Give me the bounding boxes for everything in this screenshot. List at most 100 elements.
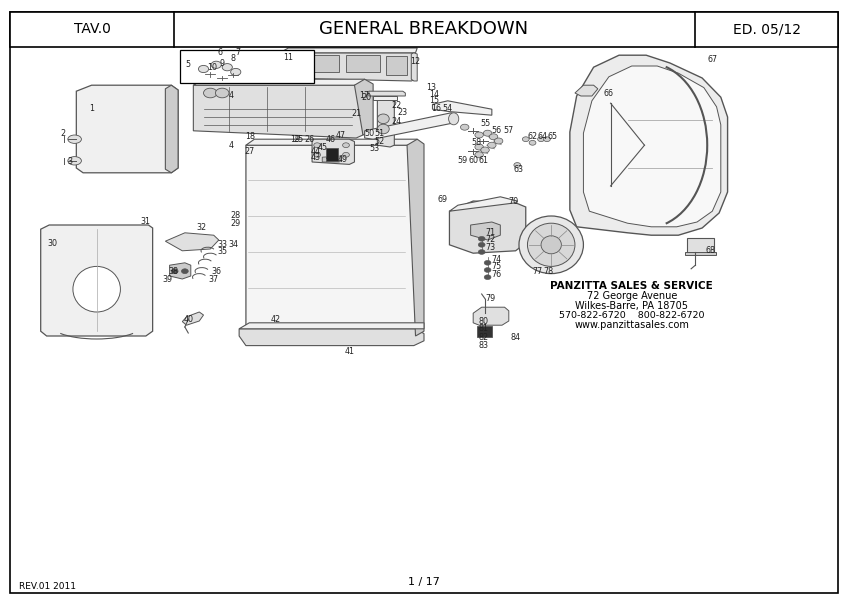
Text: 69: 69 xyxy=(438,194,448,203)
Ellipse shape xyxy=(484,268,491,272)
Text: 6: 6 xyxy=(218,47,223,56)
Text: 31: 31 xyxy=(141,217,151,226)
Ellipse shape xyxy=(484,275,491,280)
Polygon shape xyxy=(449,197,517,211)
Text: 36: 36 xyxy=(211,266,221,275)
Text: 52: 52 xyxy=(375,136,385,145)
Text: 4: 4 xyxy=(228,91,233,100)
Ellipse shape xyxy=(215,88,229,98)
Text: 63: 63 xyxy=(514,165,524,174)
Text: 71: 71 xyxy=(485,228,495,237)
Text: 70: 70 xyxy=(509,196,519,205)
Text: 45: 45 xyxy=(317,142,327,151)
Text: 22: 22 xyxy=(392,100,402,109)
Text: 27: 27 xyxy=(244,146,254,155)
Ellipse shape xyxy=(489,134,498,140)
Ellipse shape xyxy=(544,137,550,142)
Bar xyxy=(10,12,838,47)
Text: 58: 58 xyxy=(471,138,482,147)
Polygon shape xyxy=(280,53,416,81)
Ellipse shape xyxy=(527,223,575,266)
Polygon shape xyxy=(471,222,500,240)
Text: 21: 21 xyxy=(351,109,361,118)
Ellipse shape xyxy=(377,114,389,124)
Polygon shape xyxy=(165,85,178,173)
Ellipse shape xyxy=(475,144,483,150)
Polygon shape xyxy=(365,113,456,139)
Text: 570-822-6720    800-822-6720: 570-822-6720 800-822-6720 xyxy=(559,311,705,320)
Bar xyxy=(386,56,407,75)
Text: 56: 56 xyxy=(491,125,501,134)
Ellipse shape xyxy=(484,260,491,265)
Text: 37: 37 xyxy=(209,275,219,283)
Text: 72 George Avenue: 72 George Avenue xyxy=(587,292,677,301)
Ellipse shape xyxy=(475,132,483,138)
Ellipse shape xyxy=(314,143,321,148)
Polygon shape xyxy=(407,139,424,336)
Ellipse shape xyxy=(68,135,81,143)
Text: 3: 3 xyxy=(67,157,72,166)
Text: 2: 2 xyxy=(60,128,65,137)
Text: 66: 66 xyxy=(604,88,614,97)
Text: 4: 4 xyxy=(228,140,233,149)
Text: 11: 11 xyxy=(283,52,293,61)
Polygon shape xyxy=(354,79,373,135)
Text: 81: 81 xyxy=(478,324,488,334)
Text: 62: 62 xyxy=(527,132,538,141)
Polygon shape xyxy=(432,101,492,115)
Ellipse shape xyxy=(171,269,178,274)
Ellipse shape xyxy=(478,250,485,254)
Polygon shape xyxy=(322,156,341,162)
Text: 12: 12 xyxy=(410,56,421,65)
Polygon shape xyxy=(583,66,721,227)
Polygon shape xyxy=(76,85,178,173)
Text: 55: 55 xyxy=(480,118,490,127)
Text: 35: 35 xyxy=(217,247,227,257)
Text: 64: 64 xyxy=(538,132,548,141)
Text: Wilkes-Barre, PA 18705: Wilkes-Barre, PA 18705 xyxy=(575,301,689,311)
Text: 43: 43 xyxy=(310,152,321,161)
Text: 15: 15 xyxy=(429,96,439,106)
Text: 83: 83 xyxy=(478,341,488,350)
Ellipse shape xyxy=(478,242,485,247)
Ellipse shape xyxy=(343,152,349,157)
Polygon shape xyxy=(239,323,424,329)
Polygon shape xyxy=(575,85,598,96)
Text: 44: 44 xyxy=(310,146,321,155)
Text: 60: 60 xyxy=(468,156,478,165)
Text: REV.01 2011: REV.01 2011 xyxy=(19,582,75,592)
Text: ED. 05/12: ED. 05/12 xyxy=(733,22,801,37)
Text: 30: 30 xyxy=(47,238,58,247)
Text: GENERAL BREAKDOWN: GENERAL BREAKDOWN xyxy=(320,20,528,38)
Polygon shape xyxy=(41,225,153,336)
Ellipse shape xyxy=(519,216,583,274)
Polygon shape xyxy=(377,99,394,147)
Text: 32: 32 xyxy=(197,223,207,232)
Polygon shape xyxy=(369,91,405,96)
Text: 80: 80 xyxy=(478,317,488,325)
Text: 8: 8 xyxy=(231,54,236,63)
Text: 29: 29 xyxy=(231,218,241,227)
Ellipse shape xyxy=(198,65,209,73)
Text: PANZITTA SALES & SERVICE: PANZITTA SALES & SERVICE xyxy=(550,281,713,291)
Ellipse shape xyxy=(343,143,349,148)
Text: 82: 82 xyxy=(478,332,488,341)
Text: 10: 10 xyxy=(207,63,217,72)
Text: 54: 54 xyxy=(443,103,453,113)
Ellipse shape xyxy=(377,124,389,134)
Text: www.panzittasales.com: www.panzittasales.com xyxy=(574,320,689,330)
Bar xyxy=(477,326,492,337)
Bar xyxy=(685,252,716,255)
Text: 42: 42 xyxy=(271,314,281,323)
Polygon shape xyxy=(373,96,397,100)
Text: 1 / 17: 1 / 17 xyxy=(408,577,440,587)
Text: 39: 39 xyxy=(163,275,173,283)
Text: 9: 9 xyxy=(220,58,225,67)
Polygon shape xyxy=(312,139,354,164)
Text: 14: 14 xyxy=(429,89,439,98)
Ellipse shape xyxy=(475,152,483,158)
Bar xyxy=(687,238,714,253)
Text: 75: 75 xyxy=(491,262,501,271)
Polygon shape xyxy=(280,48,417,53)
Ellipse shape xyxy=(522,137,529,142)
